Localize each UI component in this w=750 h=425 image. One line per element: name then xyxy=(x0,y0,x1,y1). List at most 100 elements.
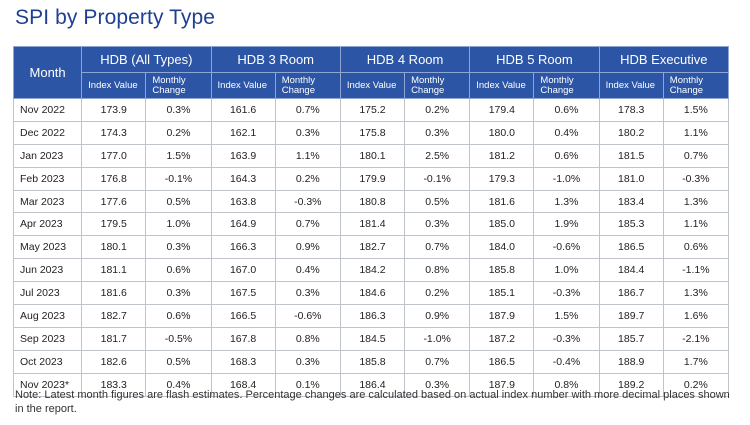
monthly-change-cell: 0.2% xyxy=(145,120,212,145)
index-value-cell: 180.8 xyxy=(339,189,406,214)
monthly-change-cell: 0.3% xyxy=(404,372,471,397)
index-value-cell: 167.0 xyxy=(210,258,276,283)
index-value-cell: 185.3 xyxy=(598,212,664,237)
monthly-change-cell: 0.1% xyxy=(274,372,341,397)
index-value-cell: 186.4 xyxy=(339,372,406,397)
index-value-cell: 185.0 xyxy=(469,212,535,237)
monthly-change-cell: -1.0% xyxy=(533,166,600,191)
monthly-change-cell: 0.7% xyxy=(404,235,471,260)
monthly-change-cell: 1.5% xyxy=(145,143,212,168)
index-value-cell: 181.5 xyxy=(598,143,664,168)
index-value-cell: 177.0 xyxy=(81,143,147,168)
monthly-change-cell: 0.8% xyxy=(404,258,471,283)
monthly-change-cell: 1.9% xyxy=(533,212,600,237)
monthly-change-cell: 1.3% xyxy=(533,189,600,214)
index-value-cell: 182.6 xyxy=(81,349,147,374)
index-value-cell: 184.0 xyxy=(469,235,535,260)
sub-header-index-value: Index Value xyxy=(210,72,276,99)
month-cell: Jul 2023 xyxy=(12,281,83,306)
monthly-change-cell: -2.1% xyxy=(662,326,730,351)
table-row: Sep 2023 181.7 -0.5% 167.8 0.8% 184.5 -1.0% 187… xyxy=(12,326,730,351)
index-value-cell: 189.7 xyxy=(598,304,664,328)
monthly-change-cell: 1.5% xyxy=(533,304,600,328)
monthly-change-cell: 1.0% xyxy=(533,258,600,283)
index-value-cell: 163.8 xyxy=(210,189,276,214)
group-header-hdb-executive: HDB Executive xyxy=(598,46,730,73)
monthly-change-cell: 1.5% xyxy=(662,98,730,122)
monthly-change-cell: 0.8% xyxy=(533,372,600,397)
index-value-cell: 181.1 xyxy=(81,258,147,283)
index-value-cell: 178.3 xyxy=(598,98,664,122)
monthly-change-cell: 0.3% xyxy=(274,120,341,145)
index-value-cell: 181.2 xyxy=(469,143,535,168)
monthly-change-cell: 0.3% xyxy=(274,349,341,374)
month-header: Month xyxy=(12,46,83,99)
index-value-cell: 181.0 xyxy=(598,166,664,191)
sub-header-index-value: Index Value xyxy=(469,72,535,99)
index-value-cell: 179.9 xyxy=(339,166,406,191)
index-value-cell: 166.5 xyxy=(210,304,276,328)
index-value-cell: 187.2 xyxy=(469,326,535,351)
monthly-change-cell: -0.3% xyxy=(662,166,730,191)
index-value-cell: 167.8 xyxy=(210,326,276,351)
monthly-change-cell: -0.1% xyxy=(145,166,212,191)
index-value-cell: 184.5 xyxy=(339,326,406,351)
index-value-cell: 186.5 xyxy=(469,349,535,374)
monthly-change-cell: 1.3% xyxy=(662,281,730,306)
monthly-change-cell: 0.2% xyxy=(274,166,341,191)
index-value-cell: 189.2 xyxy=(598,372,664,397)
monthly-change-cell: 0.2% xyxy=(404,98,471,122)
index-value-cell: 185.1 xyxy=(469,281,535,306)
monthly-change-cell: 0.6% xyxy=(533,143,600,168)
month-cell: Nov 2022 xyxy=(12,98,83,122)
index-value-cell: 176.8 xyxy=(81,166,147,191)
table-row: Oct 2023 182.6 0.5% 168.3 0.3% 185.8 0.7% 186.5… xyxy=(12,349,730,374)
monthly-change-cell: 1.0% xyxy=(145,212,212,237)
monthly-change-cell: 0.3% xyxy=(404,120,471,145)
spi-table: Month HDB (All Types) HDB 3 Room HDB 4 R… xyxy=(12,46,730,397)
monthly-change-cell: 0.6% xyxy=(662,235,730,260)
sub-header-monthly-change: Monthly Change xyxy=(274,72,341,99)
index-value-cell: 179.5 xyxy=(81,212,147,237)
monthly-change-cell: 0.3% xyxy=(145,98,212,122)
monthly-change-cell: 1.1% xyxy=(662,120,730,145)
monthly-change-cell: 0.2% xyxy=(662,372,730,397)
index-value-cell: 180.2 xyxy=(598,120,664,145)
monthly-change-cell: 0.8% xyxy=(274,326,341,351)
group-header-hdb-all: HDB (All Types) xyxy=(81,46,212,73)
index-value-cell: 184.4 xyxy=(598,258,664,283)
index-value-cell: 166.3 xyxy=(210,235,276,260)
sub-header-row: Index Value Monthly Change Index Value M… xyxy=(14,72,730,99)
monthly-change-cell: 0.4% xyxy=(145,372,212,397)
monthly-change-cell: 2.5% xyxy=(404,143,471,168)
table-row: Dec 2022 174.3 0.2% 162.1 0.3% 175.8 0.3% 180.0… xyxy=(12,120,730,145)
table-row: May 2023 180.1 0.3% 166.3 0.9% 182.7 0.7% 184.0… xyxy=(12,235,730,260)
monthly-change-cell: 0.7% xyxy=(404,349,471,374)
monthly-change-cell: 0.4% xyxy=(533,120,600,145)
index-value-cell: 175.8 xyxy=(339,120,406,145)
monthly-change-cell: -0.3% xyxy=(274,189,341,214)
monthly-change-cell: 0.3% xyxy=(274,281,341,306)
index-value-cell: 185.8 xyxy=(339,349,406,374)
sub-header-monthly-change: Monthly Change xyxy=(145,72,212,99)
index-value-cell: 186.5 xyxy=(598,235,664,260)
sub-header-index-value: Index Value xyxy=(339,72,406,99)
index-value-cell: 187.9 xyxy=(469,372,535,397)
monthly-change-cell: -1.1% xyxy=(662,258,730,283)
table-row: Mar 2023 177.6 0.5% 163.8 -0.3% 180.8 0.5% 181.… xyxy=(12,189,730,214)
table-row: Feb 2023 176.8 -0.1% 164.3 0.2% 179.9 -0.1% 179… xyxy=(12,166,730,191)
index-value-cell: 175.2 xyxy=(339,98,406,122)
month-cell: Jan 2023 xyxy=(12,143,83,168)
monthly-change-cell: 0.3% xyxy=(404,212,471,237)
monthly-change-cell: 1.1% xyxy=(274,143,341,168)
page-title: SPI by Property Type xyxy=(15,6,216,29)
index-value-cell: 179.4 xyxy=(469,98,535,122)
index-value-cell: 164.3 xyxy=(210,166,276,191)
index-value-cell: 184.6 xyxy=(339,281,406,306)
group-header-hdb-4-room: HDB 4 Room xyxy=(339,46,471,73)
table-row: Jun 2023 181.1 0.6% 167.0 0.4% 184.2 0.8% 185.8… xyxy=(12,258,730,283)
index-value-cell: 181.4 xyxy=(339,212,406,237)
monthly-change-cell: 0.6% xyxy=(145,258,212,283)
index-value-cell: 182.7 xyxy=(339,235,406,260)
monthly-change-cell: 1.6% xyxy=(662,304,730,328)
